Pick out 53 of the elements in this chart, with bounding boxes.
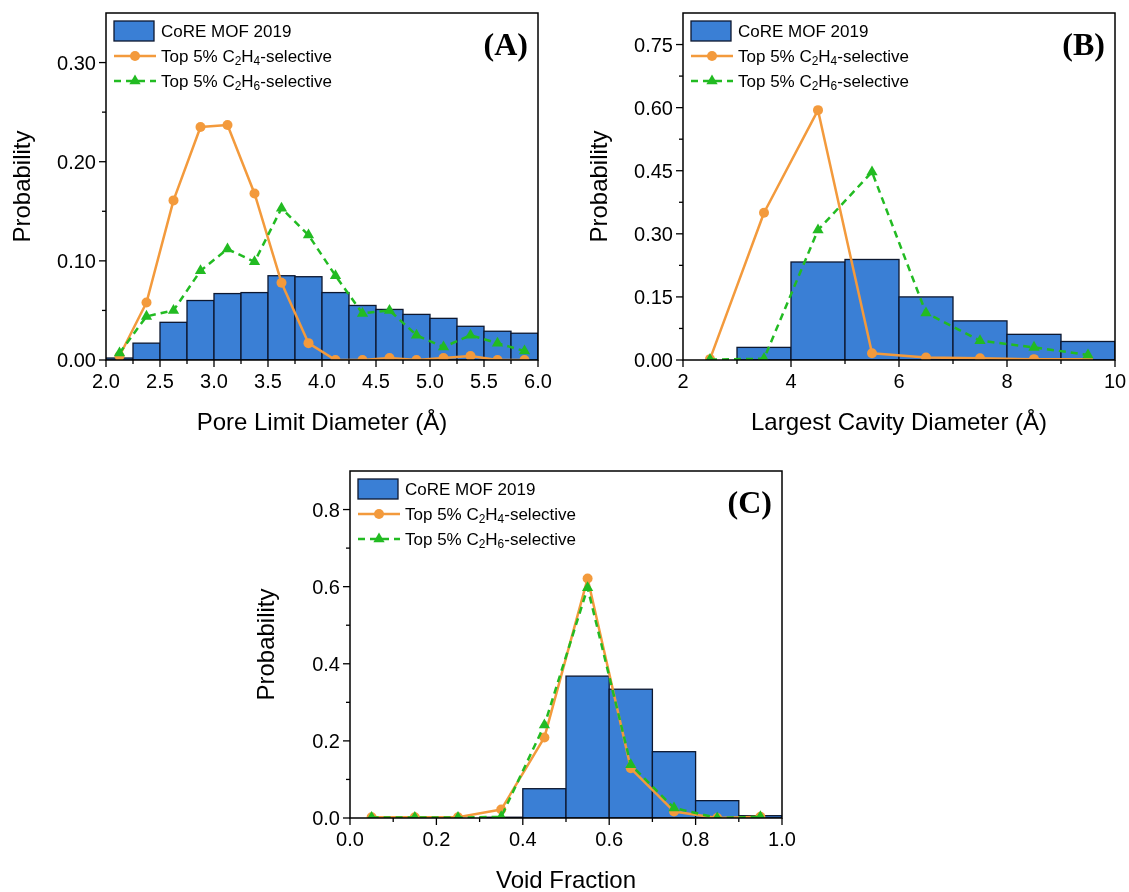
x-axis-title: Largest Cavity Diameter (Å) (750, 408, 1048, 435)
y-tick-label: 0.00 (57, 349, 96, 371)
legend-label: CoRE MOF 2019 (405, 480, 536, 499)
y-tick-label: 0.6 (312, 575, 340, 598)
y-axis-title: Probability (8, 130, 35, 243)
legend-label: Top 5% C$_{2}$H$_{6}$-selective (161, 72, 333, 93)
y-tick-label: 0.20 (57, 150, 96, 173)
x-tick-label: 0.0 (336, 828, 364, 850)
legend-label: CoRE MOF 2019 (738, 22, 869, 41)
y-tick-label: 0.30 (634, 222, 673, 245)
chart-title: (B) (1062, 26, 1105, 62)
y-tick-label: 0.00 (634, 349, 673, 371)
x-tick-label: 6.0 (524, 370, 552, 392)
x-tick-label: 2.0 (92, 370, 120, 392)
x-tick-label: 0.4 (508, 828, 537, 850)
legend-label: Top 5% C$_{2}$H$_{4}$-selective (161, 47, 333, 68)
legend-label: Top 5% C$_{2}$H$_{6}$-selective (405, 530, 577, 551)
x-tick-label: 0.8 (681, 828, 710, 850)
x-tick-label: 4.5 (362, 370, 390, 392)
y-axis-title: Probability (252, 588, 279, 701)
x-tick-label: 10 (1103, 370, 1127, 392)
chart-title: (C) (727, 484, 772, 520)
x-tick-label: 4 (785, 370, 797, 392)
y-axis-title: Probability (585, 130, 612, 243)
legend-label: Top 5% C$_{2}$H$_{6}$-selective (738, 72, 910, 93)
x-tick-label: 2 (677, 370, 689, 392)
y-tick-label: 0.4 (312, 652, 340, 675)
x-tick-label: 5.5 (470, 370, 498, 392)
x-tick-label: 0.2 (422, 828, 451, 850)
x-tick-label: 1.0 (768, 828, 796, 850)
x-tick-label: 0.6 (595, 828, 624, 850)
x-tick-label: 6 (893, 370, 905, 392)
x-tick-label: 2.5 (146, 370, 174, 392)
chart-title: (A) (483, 26, 528, 62)
y-tick-label: 0.45 (634, 159, 673, 182)
x-tick-label: 3.5 (254, 370, 282, 392)
y-tick-label: 0.8 (312, 498, 340, 521)
x-axis-title: Void Fraction (495, 866, 637, 892)
legend-label: Top 5% C$_{2}$H$_{4}$-selective (738, 47, 910, 68)
legend-label: Top 5% C$_{2}$H$_{4}$-selective (405, 505, 577, 526)
y-tick-label: 0.60 (634, 96, 673, 119)
x-tick-label: 4.0 (308, 370, 336, 392)
y-tick-label: 0.10 (57, 249, 96, 272)
y-tick-label: 0.30 (57, 51, 96, 74)
y-tick-label: 0.2 (312, 729, 340, 752)
y-tick-label: 0.15 (634, 285, 673, 308)
x-tick-label: 5.0 (416, 370, 444, 392)
x-axis-title: Pore Limit Diameter (Å) (196, 408, 448, 435)
legend-label: CoRE MOF 2019 (161, 22, 292, 41)
y-tick-label: 0.75 (634, 33, 673, 56)
x-tick-label: 3.0 (200, 370, 228, 392)
x-tick-label: 8 (1001, 370, 1013, 392)
y-tick-label: 0.0 (312, 807, 340, 829)
